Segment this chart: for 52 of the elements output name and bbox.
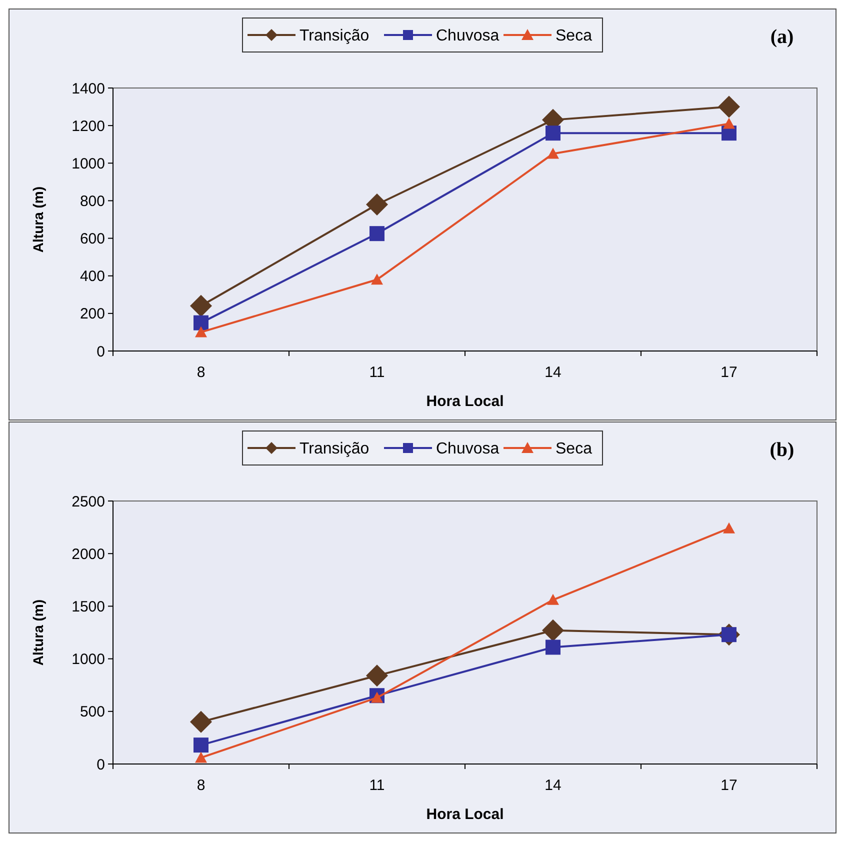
point (195, 752, 207, 763)
y-tick-label: 1400 (72, 80, 105, 98)
y-tick-label: 0 (96, 343, 105, 360)
text: (a) (770, 26, 794, 48)
x-tick-label: 8 (196, 364, 206, 381)
point (194, 738, 208, 753)
point (547, 148, 559, 159)
x-tick-label: 11 (369, 777, 385, 794)
y-tick-label: 400 (80, 268, 105, 286)
point (190, 710, 212, 733)
y-axis-title: Altura (m) (30, 599, 46, 666)
y-tick-label: 2000 (72, 546, 105, 563)
x-tick-label: 17 (720, 777, 738, 794)
point (371, 274, 383, 285)
y-tick-label: 800 (80, 192, 105, 210)
point (370, 226, 384, 242)
y-axis-title: Altura (m) (30, 186, 46, 253)
point (723, 522, 735, 534)
point (546, 126, 560, 141)
x-axis-title: Hora Local (426, 806, 504, 823)
x-tick-label: 17 (720, 364, 738, 381)
x-tick-label: 11 (369, 364, 385, 381)
point (723, 118, 735, 129)
y-tick-label: 1200 (72, 118, 105, 135)
point (366, 664, 388, 687)
x-axis-title: Hora Local (426, 393, 504, 410)
y-tick-label: 1500 (72, 598, 105, 616)
point (547, 594, 559, 605)
point (366, 193, 388, 216)
y-tick-label: 200 (80, 306, 105, 323)
y-tick-label: 600 (80, 230, 105, 248)
legend-label: Chuvosa (436, 28, 500, 45)
y-tick-label: 2500 (72, 493, 105, 510)
x-tick-label: 14 (544, 777, 562, 794)
point (718, 96, 740, 118)
point (195, 326, 207, 338)
legend-label: Transição (300, 28, 370, 45)
y-tick-label: 1000 (72, 651, 105, 668)
point (546, 640, 560, 655)
y-tick-label: 0 (96, 756, 105, 774)
point (190, 294, 212, 317)
y-tick-label: 1000 (72, 155, 105, 172)
text: (b) (770, 439, 794, 461)
legend-label: Chuvosa (436, 440, 500, 458)
y-tick-label: 500 (80, 704, 105, 721)
legend-label: Seca (556, 440, 592, 458)
point (542, 619, 564, 642)
x-tick-label: 8 (196, 777, 206, 794)
legend-label: Transição (300, 440, 370, 458)
point (194, 315, 208, 330)
x-tick-label: 14 (544, 364, 562, 381)
legend-label: Seca (556, 28, 592, 45)
